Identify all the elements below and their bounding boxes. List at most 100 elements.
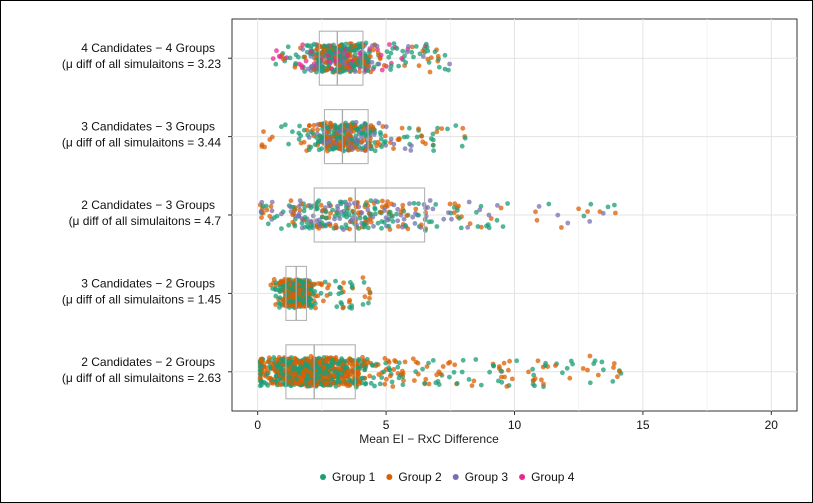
data-point: [459, 369, 465, 375]
data-point: [346, 47, 351, 52]
data-point: [338, 366, 344, 372]
data-point: [404, 134, 410, 140]
data-point: [357, 44, 363, 49]
data-point: [466, 377, 472, 382]
data-point: [343, 41, 349, 47]
data-point: [318, 202, 324, 208]
data-point: [359, 135, 364, 141]
data-point: [366, 143, 372, 149]
data-point: [396, 224, 401, 229]
data-point: [494, 217, 500, 223]
data-point: [507, 358, 512, 364]
data-point: [420, 48, 426, 54]
data-point: [384, 376, 389, 382]
data-point: [332, 122, 338, 128]
data-point: [273, 302, 278, 307]
data-point: [423, 376, 429, 382]
data-point: [560, 370, 565, 376]
data-point: [534, 217, 540, 223]
data-point: [302, 54, 308, 60]
data-point: [325, 365, 330, 370]
data-point: [312, 301, 318, 306]
data-point: [350, 373, 356, 379]
data-point: [535, 358, 541, 364]
data-point: [407, 201, 412, 207]
legend-swatch: [320, 474, 326, 480]
data-point: [344, 208, 350, 214]
data-point: [435, 125, 440, 131]
box-iqr: [318, 30, 364, 86]
data-point: [322, 44, 327, 50]
data-point: [375, 139, 381, 145]
data-point: [264, 372, 270, 377]
data-point: [337, 216, 343, 222]
data-point: [567, 375, 573, 381]
data-point: [410, 356, 416, 362]
data-point: [425, 56, 431, 62]
data-point: [319, 51, 325, 57]
data-point: [337, 284, 343, 290]
data-point: [452, 201, 458, 207]
data-point: [289, 371, 295, 377]
data-point: [315, 127, 320, 132]
data-point: [290, 366, 296, 372]
data-point: [298, 379, 304, 385]
data-point: [348, 144, 354, 149]
data-point: [325, 357, 331, 362]
data-point: [371, 64, 377, 70]
data-point: [384, 49, 390, 54]
data-point: [302, 361, 308, 367]
data-point: [613, 210, 618, 216]
data-point: [326, 135, 331, 141]
data-point: [447, 201, 453, 207]
data-point: [506, 367, 511, 373]
data-point: [368, 211, 374, 217]
category-label-line2: (μ diff of all simulaitons = 1.45: [62, 292, 221, 306]
data-point: [292, 216, 298, 222]
data-point: [299, 225, 305, 231]
data-point: [408, 148, 414, 153]
legend: Group 1 Group 2 Group 3 Group 4: [320, 470, 575, 484]
data-point: [363, 55, 369, 61]
data-point: [366, 300, 371, 306]
data-point: [325, 129, 331, 135]
data-point: [376, 372, 382, 377]
data-point: [285, 277, 291, 282]
data-point: [400, 202, 406, 208]
data-point: [330, 69, 336, 75]
data-point: [601, 367, 606, 373]
x-tick-label: 20: [765, 418, 779, 432]
data-point: [304, 127, 310, 133]
data-point: [541, 381, 546, 387]
data-point: [317, 60, 323, 66]
data-point: [477, 207, 483, 213]
data-point: [299, 279, 304, 285]
data-point: [346, 212, 352, 218]
data-point: [587, 380, 593, 386]
data-point: [383, 215, 389, 221]
data-point: [291, 281, 296, 286]
data-point: [399, 371, 405, 377]
data-point: [333, 368, 338, 374]
data-point: [474, 209, 479, 215]
data-point: [392, 358, 397, 363]
legend-swatch: [386, 474, 393, 480]
data-point: [531, 372, 537, 378]
data-point: [279, 370, 285, 375]
data-point: [333, 225, 339, 231]
data-point: [383, 139, 388, 144]
data-point: [456, 203, 461, 209]
category-label-line1: 3 Candidates − 3 Groups: [81, 120, 215, 134]
data-point: [587, 353, 593, 359]
data-point: [286, 379, 292, 384]
y-axis-labels: 4 Candidates − 4 Groups (μ diff of all si…: [62, 41, 232, 385]
data-point: [321, 68, 326, 74]
data-point: [306, 135, 312, 140]
data-point: [390, 219, 396, 224]
data-point: [316, 375, 322, 381]
data-point: [314, 363, 320, 369]
data-point: [334, 304, 340, 310]
data-point: [337, 379, 343, 385]
data-point: [469, 383, 475, 388]
data-point: [413, 206, 419, 212]
